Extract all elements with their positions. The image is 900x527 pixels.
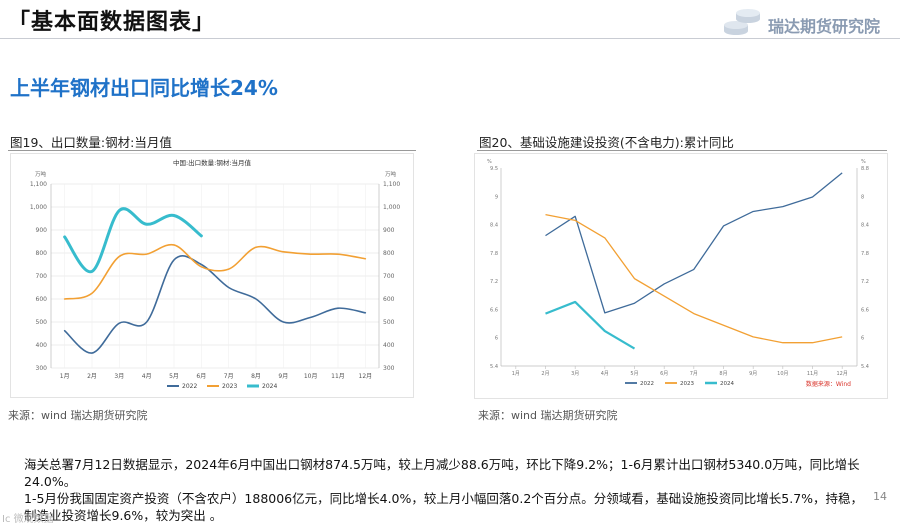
headline: 上半年钢材出口同比增长24% xyxy=(10,76,278,100)
chart2-legend-label-2024: 2024 xyxy=(720,381,734,387)
chart1-ytick-left: 600 xyxy=(36,296,48,303)
chart2-ytick-right: 6.6 xyxy=(861,307,869,313)
chart1-caption: 图19、出口数量:钢材:当月值 xyxy=(10,135,172,150)
chart2-svg: % % 5.4 6 6.6 7.2 7.8 8.4 9 9.5 5.4 6 6.6 7.2 7.8 8.4 8 8… xyxy=(487,159,869,388)
chart2-xtick: 5月 xyxy=(630,371,638,377)
chart1-right-unit: 万吨 xyxy=(385,170,397,178)
chart1-ytick-right: 800 xyxy=(383,250,395,257)
chart2-ytick-left: 9 xyxy=(495,194,498,200)
chart1-ytick-right: 1,000 xyxy=(383,204,400,211)
chart1-xtick: 7月 xyxy=(224,373,234,380)
chart2-series-2024-line xyxy=(545,300,636,350)
chart2-ytick-right: 7.2 xyxy=(861,279,869,285)
chart2-series-2022-line xyxy=(545,172,843,314)
chart2-xtick: 8月 xyxy=(719,371,727,377)
chart2-xtick: 4月 xyxy=(601,371,609,377)
chart1-ytick-right: 600 xyxy=(383,296,395,303)
chart2-xtick: 3月 xyxy=(571,371,579,377)
chart1-xtick: 8月 xyxy=(251,373,261,380)
chart1-xtick: 12月 xyxy=(359,373,373,380)
chart2-legend-label-2022: 2022 xyxy=(640,381,654,387)
chart2-source: 来源：wind 瑞达期货研究院 xyxy=(478,409,618,422)
chart1-title: 中国:出口数量:钢材:当月值 xyxy=(173,158,252,167)
chart2-xtick: 1月 xyxy=(512,371,520,377)
chart1-ytick-right: 700 xyxy=(383,273,395,280)
chart1-ytick-right: 900 xyxy=(383,227,395,234)
chart2-ytick-right: 7.8 xyxy=(861,251,869,257)
chart2-xtick: 11月 xyxy=(807,371,818,377)
chart2-ytick-right: 6 xyxy=(861,336,864,342)
chart1-caption-rule xyxy=(8,150,416,151)
chart1-ytick-right: 1,100 xyxy=(383,181,400,188)
chart1-panel: 中国:出口数量:钢材:当月值万吨 万吨 300 300 400 400 500 500 600 6… xyxy=(10,153,414,398)
coins-logo-icon xyxy=(724,9,760,35)
chart2-ytick-left: 5.4 xyxy=(490,364,498,370)
chart2-annotation: 数据来源：Wind xyxy=(806,380,851,388)
brand-logo: 瑞达期货研究院 xyxy=(722,4,897,38)
chart1-ytick-left: 900 xyxy=(36,227,48,234)
chart1-ytick-right: 500 xyxy=(383,319,395,326)
chart1-ytick-left: 500 xyxy=(36,319,48,326)
chart2-xtick: 12月 xyxy=(836,371,847,377)
chart1-xtick: 4月 xyxy=(142,373,152,380)
chart2-panel: %% 5.4 6 6.6 7.2 7.8 8.4 9 9.5 5.4 6 6.6 7.2 7.8 8.4 8 8… xyxy=(474,153,888,399)
page-number: 14 xyxy=(873,490,887,503)
chart1-series-2023-line xyxy=(63,243,367,300)
chart2-ytick-left: 9.5 xyxy=(490,166,498,172)
body-paragraph-1: 海关总署7月12日数据显示，2024年6月中国出口钢材874.5万吨，较上月减少… xyxy=(24,457,860,489)
chart1-ytick-left: 800 xyxy=(36,250,48,257)
header-divider xyxy=(0,38,900,39)
chart1-xtick: 10月 xyxy=(304,373,318,380)
chart2-left-unit: % xyxy=(487,159,492,165)
chart1-ytick-right: 300 xyxy=(383,365,395,372)
chart1-series-2024-line xyxy=(63,207,203,273)
chart1-legend-label-2023: 2023 xyxy=(222,383,237,390)
chart2-ytick-right: 8.8 xyxy=(861,166,869,172)
chart2-xtick: 6月 xyxy=(660,371,668,377)
chart1-xtick: 2月 xyxy=(87,373,97,380)
chart1-ytick-left: 1,100 xyxy=(30,181,47,188)
chart2-ytick-left: 6 xyxy=(495,336,498,342)
chart1-source: 来源：wind 瑞达期货研究院 xyxy=(8,409,148,422)
body-paragraph-2: 1-5月份我国固定资产投资（不含农户）188006亿元，同比增长4.0%，较上月… xyxy=(24,491,864,523)
chart2-caption: 图20、基础设施建设投资(不含电力):累计同比 xyxy=(479,135,734,150)
chart1-xtick: 1月 xyxy=(60,373,70,380)
chart1-xtick: 5月 xyxy=(169,373,179,380)
chart2-right-unit: % xyxy=(861,159,866,165)
chart1-xtick: 11月 xyxy=(331,373,345,380)
chart1-ytick-left: 300 xyxy=(36,365,48,372)
chart2-ytick-left: 8.4 xyxy=(490,223,498,229)
chart1-ytick-left: 1,000 xyxy=(30,204,47,211)
chart2-series-2023-line xyxy=(545,213,843,344)
chart1-xtick: 9月 xyxy=(278,373,288,380)
chart2-ytick-left: 7.2 xyxy=(490,279,498,285)
chart2-xtick: 7月 xyxy=(690,371,698,377)
chart2-xtick: 2月 xyxy=(541,371,549,377)
page-header-title: 「基本面数据图表」 xyxy=(8,10,216,35)
brand-name: 瑞达期货研究院 xyxy=(768,17,881,36)
chart1-legend-label-2022: 2022 xyxy=(182,383,197,390)
chart1-xtick: 3月 xyxy=(114,373,124,380)
chart1-ytick-left: 700 xyxy=(36,273,48,280)
chart2-xtick: 9月 xyxy=(749,371,757,377)
chart1-legend-label-2024: 2024 xyxy=(262,383,277,390)
chart1-ytick-left: 400 xyxy=(36,342,48,349)
chart2-ytick-right: 8 xyxy=(861,194,864,200)
chart1-xtick: 6月 xyxy=(196,373,206,380)
chart2-legend-label-2023: 2023 xyxy=(680,381,694,387)
chart2-ytick-right: 8.4 xyxy=(861,223,869,229)
chart1-ytick-right: 400 xyxy=(383,342,395,349)
chart2-xtick: 10月 xyxy=(777,371,788,377)
chart2-ytick-left: 7.8 xyxy=(490,251,498,257)
chart1-left-unit: 万吨 xyxy=(35,170,47,178)
chart2-ytick-left: 6.6 xyxy=(490,307,498,313)
chart1-series-2022-line xyxy=(63,255,367,354)
chart2-ytick-right: 5.4 xyxy=(861,364,869,370)
chart2-caption-rule xyxy=(477,150,887,151)
watermark: Ic 微观数据 xyxy=(2,514,54,525)
